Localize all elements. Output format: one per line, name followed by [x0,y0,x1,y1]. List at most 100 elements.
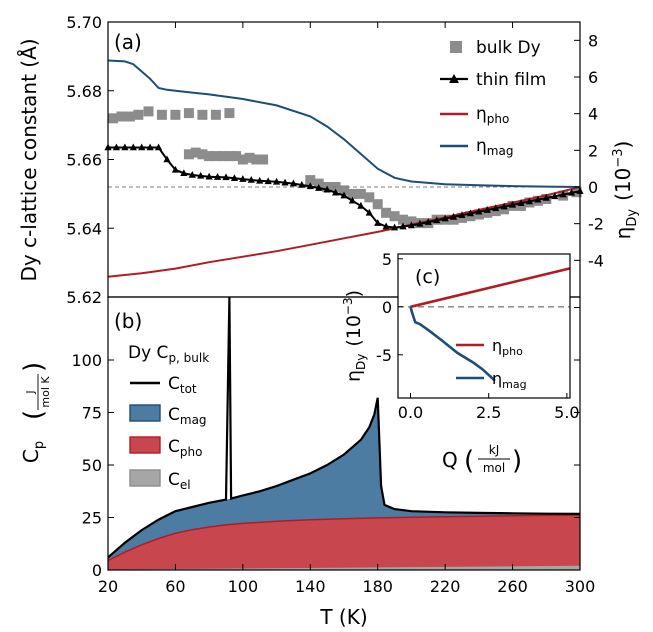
thin-film-point [424,218,432,225]
eta-pho-curve [107,186,581,278]
bulk-dy-point [217,151,228,162]
thin-film-point [129,143,137,151]
legend-cmag-swatch [129,404,161,422]
cp-glyph: C [19,449,43,463]
ytick-label: 5.68 [66,82,102,101]
legend-cmag-glyph: C [168,405,180,425]
bulk-dy-point [305,175,316,186]
panel-b-ticks: 20 60 100 140 180 220 260 300 0 25 50 75 100 [71,307,595,596]
legend-eta-pho-label: ηpho [476,104,509,126]
legend-ctot-label: Ctot [168,374,197,396]
xtick-label: 60 [165,577,185,596]
c-ytick-label: 5 [382,250,392,269]
thin-film-point [289,179,298,187]
thin-film-point [247,175,255,183]
thin-film-series [104,143,584,231]
c-legend-pho-glyph: η [492,336,502,355]
legend-eta-mag-label: ηmag [476,136,513,158]
thin-film-point [239,175,247,182]
bulk-dy-point [210,109,221,120]
c-legend-mag-sub: mag [502,378,526,391]
panel-a-ticks: 5.62 5.64 5.66 5.68 5.70 -4 -2 0 2 4 6 8 [66,13,604,307]
thin-film-point [492,204,500,212]
ytick-right-label: -4 [588,251,604,270]
legend-film-marker [449,74,459,83]
ytick-right-label: 0 [588,178,598,197]
thin-film-point [399,222,407,230]
thin-film-point [542,194,550,201]
bulk-dy-point [355,188,366,199]
thin-film-point [567,188,576,196]
bulk-dy-point [124,111,135,122]
bulk-dy-point [398,214,408,225]
right-unit-close: ) [611,141,635,149]
thin-film-point [306,182,314,190]
thin-film-point [416,219,424,227]
panel-a-legend: bulk Dy thin film ηpho ηmag [440,38,546,158]
legend-bulk-marker [450,41,462,53]
thin-film-point [500,202,508,210]
eta-sub: Dy [625,209,640,227]
thin-film-point [222,173,230,181]
legend-eta-mag-glyph: η [476,136,487,156]
inset-background [398,254,570,398]
ytick-label: 5.64 [66,219,102,238]
bulk-dy-point [237,154,248,165]
bulk-dy-point [197,109,208,120]
bulk-dy-point [210,151,221,162]
bulk-dy-point [190,147,201,158]
legend-bulk-label: bulk Dy [476,38,541,58]
thin-film-point [188,170,196,178]
panel-c-inset: 0.0 2.5 5.0-505 (c) ηDy(10−3) Q ( kJ mol )… [341,250,580,476]
xtick-label: 100 [228,577,259,596]
cp-unit-den: mol K [39,376,52,408]
c-legend-mag-label: ηmag [492,369,527,391]
thin-film-point [180,169,188,177]
c-eta-glyph: η [343,370,365,382]
eta-glyph: η [611,227,635,240]
panel-a-lines [107,59,581,278]
legend-cmag-label: Cmag [168,405,207,427]
panel-b-xlabel: T (K) [319,605,367,629]
xtick-label: 140 [295,577,326,596]
ytick-label: 50 [82,456,102,475]
legend-cpho-swatch [129,436,161,454]
panel-c-lines [398,267,571,382]
cp-label: Cp [19,441,47,463]
thin-film-point [475,207,483,215]
cel-area [108,565,580,570]
panel-c-ticks: 0.0 2.5 5.0 -5 0 5 [376,250,580,422]
bulk-dy-point [406,216,417,227]
thin-film-point [323,185,331,193]
ytick-label: 100 [71,351,102,370]
thin-film-point [348,196,357,204]
c-unit-open: (10 [343,315,365,347]
thin-film-point [163,155,171,163]
c-paren-open: ( [464,446,474,476]
c-ytick-label: 0 [382,298,392,317]
right-unit-exp: −3 [611,148,626,167]
bulk-dy-point [183,149,194,160]
bulk-dy-point [183,108,194,119]
c-legend-pho-sub: pho [502,345,523,358]
legend-ctot-glyph: C [168,374,180,394]
thin-film-point [483,206,491,213]
cpho-edge [107,514,581,562]
bulk-dy-point [156,109,167,120]
c-ytick-label: -5 [376,346,392,365]
thin-film-point [171,165,180,173]
c-legend-mag-glyph: η [492,369,502,388]
c-unit-exp: −3 [341,297,355,315]
c-unit-num: kJ [489,443,500,457]
bulk-dy-point [170,109,181,120]
ytick-right-label: -2 [588,215,604,234]
ytick-label: 0 [92,561,102,580]
bulk-dy-point [251,154,262,165]
thin-film-point [146,143,154,151]
thin-film-point [407,221,416,229]
ytick-label: 75 [82,404,102,423]
panel-a-label: (a) [114,30,142,54]
c-q-glyph: Q [442,448,458,472]
thin-film-point [340,191,348,199]
ytick-right-label: 4 [588,105,598,124]
